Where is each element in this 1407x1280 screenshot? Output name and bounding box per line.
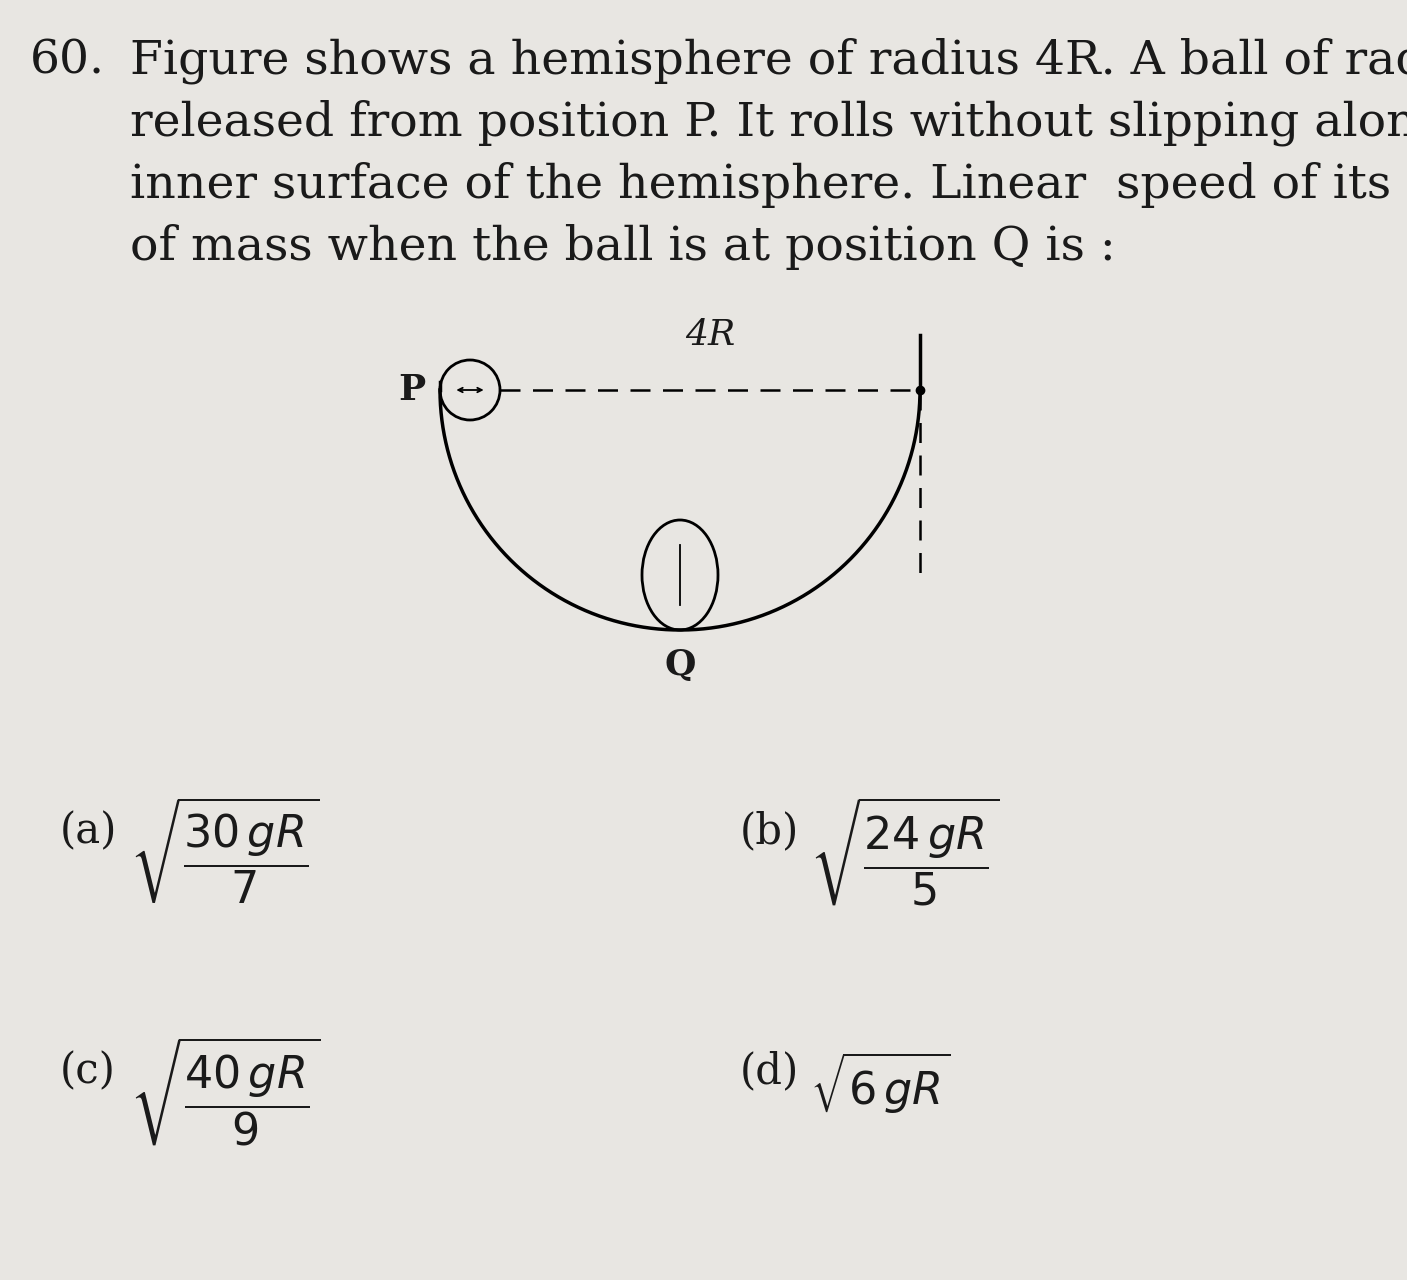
Text: Figure shows a hemisphere of radius 4R. A ball of radius R is: Figure shows a hemisphere of radius 4R. … (129, 38, 1407, 84)
Text: (a): (a) (61, 810, 117, 852)
Text: Q: Q (664, 648, 695, 682)
Text: (b): (b) (740, 810, 799, 852)
Text: 60.: 60. (30, 38, 106, 83)
Text: $\sqrt{\dfrac{24\,gR}{5}}$: $\sqrt{\dfrac{24\,gR}{5}}$ (810, 795, 1000, 908)
Text: of mass when the ball is at position Q is :: of mass when the ball is at position Q i… (129, 224, 1116, 270)
Text: (c): (c) (61, 1050, 115, 1092)
Text: inner surface of the hemisphere. Linear  speed of its centre: inner surface of the hemisphere. Linear … (129, 163, 1407, 207)
Text: released from position P. It rolls without slipping along the: released from position P. It rolls witho… (129, 100, 1407, 146)
Text: 4R: 4R (685, 317, 734, 352)
Text: $\sqrt{\dfrac{40\,gR}{9}}$: $\sqrt{\dfrac{40\,gR}{9}}$ (129, 1036, 321, 1148)
Text: $\sqrt{6\,gR}$: $\sqrt{6\,gR}$ (810, 1050, 951, 1116)
Text: P: P (398, 372, 425, 407)
Text: (d): (d) (740, 1050, 799, 1092)
Text: $\sqrt{\dfrac{30\,gR}{7}}$: $\sqrt{\dfrac{30\,gR}{7}}$ (129, 795, 319, 906)
